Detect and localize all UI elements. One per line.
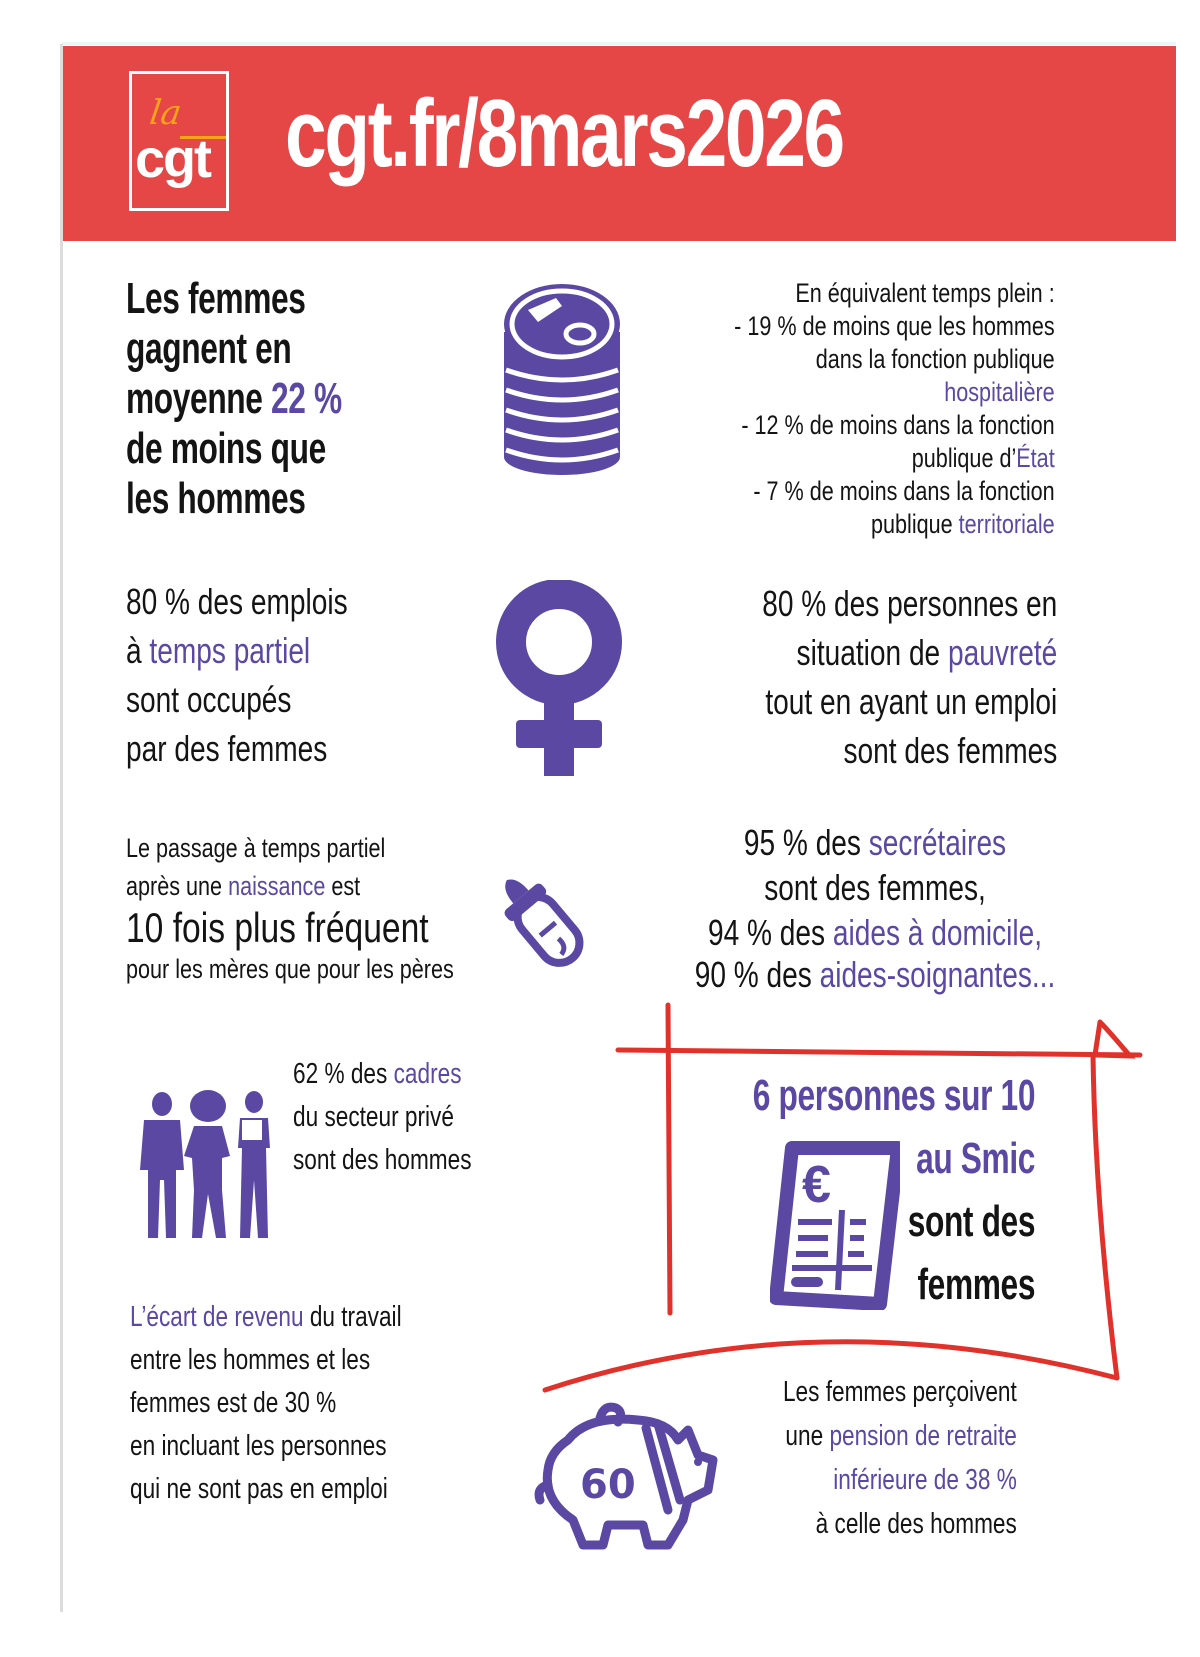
income-gap-line-2: entre les hommes et les	[130, 1344, 371, 1376]
fte-line-1: - 19 % de moins que les hommes	[734, 311, 1055, 341]
birth-highlight: naissance	[228, 871, 326, 901]
part-time-highlight: temps partiel	[149, 630, 311, 671]
occupations-aides-soignantes: aides-soignantes...	[819, 954, 1056, 995]
fte-intro: En équivalent temps plein :	[795, 278, 1055, 308]
poverty-line-3: tout en ayant un emploi	[765, 681, 1057, 722]
fte-line-2: dans la fonction publique	[816, 344, 1055, 374]
venus-female-symbol-icon	[486, 580, 636, 780]
pension-percent: inférieure de 38 %	[833, 1464, 1017, 1496]
fte-line-5: publique d’État	[912, 443, 1055, 473]
pension-line-1: Les femmes perçoivent	[783, 1376, 1017, 1408]
birth-line-2: après une naissance est	[126, 871, 361, 901]
pay-gap-percent: 22 %	[271, 374, 342, 423]
occupations-line-1: 95 % des secrétaires	[743, 822, 1007, 863]
pension-line-2: une pension de retraite	[785, 1420, 1017, 1452]
piggy-label: 60	[580, 1462, 636, 1508]
smic-line-4: femmes	[917, 1260, 1035, 1309]
income-gap-block: L’écart de revenu du travail entre les h…	[130, 1296, 402, 1511]
fte-line-7: publique territoriale	[871, 509, 1055, 539]
poverty-line-2: situation de pauvreté	[796, 632, 1057, 673]
occupations-line-4: 90 % des aides-soignantes...	[694, 954, 1056, 995]
poverty-block: 80 % des personnes en situation de pauvr…	[762, 579, 1057, 775]
income-gap-line-1: L’écart de revenu du travail	[130, 1301, 402, 1333]
baby-bottle-icon	[484, 862, 594, 972]
fte-territoriale: territoriale	[958, 509, 1055, 539]
page-edge-top	[62, 42, 1176, 45]
three-people-icon	[130, 1090, 285, 1240]
fte-etat: État	[1016, 443, 1055, 473]
pension-line-4: à celle des hommes	[815, 1508, 1017, 1540]
header-banner: la cgt cgt.fr/8mars2026	[63, 46, 1176, 241]
occupations-line-2: sont des femmes,	[764, 867, 986, 908]
pay-gap-line-5: les hommes	[126, 474, 306, 523]
executives-line-3: sont des hommes	[293, 1144, 472, 1176]
page-edge-left	[60, 44, 63, 1612]
smic-line-3: sont des	[907, 1197, 1036, 1246]
fte-line-6: - 7 % de moins dans la fonction	[753, 476, 1055, 506]
occupations-block: 95 % des secrétaires sont des femmes, 94…	[692, 820, 1059, 995]
executives-block: 62 % des cadres du secteur privé sont de…	[293, 1053, 472, 1182]
occupations-line-3: 94 % des aides à domicile,	[707, 912, 1043, 953]
executives-line-1: 62 % des cadres	[293, 1058, 462, 1090]
income-gap-line-3: femmes est de 30 %	[130, 1387, 337, 1419]
income-gap-line-4: en incluant les personnes	[130, 1430, 387, 1462]
executives-line-2: du secteur privé	[293, 1101, 454, 1133]
income-gap-highlight: L’écart de revenu	[130, 1301, 304, 1333]
part-time-block: 80 % des emplois à temps partiel sont oc…	[126, 577, 348, 773]
income-gap-line-5: qui ne sont pas en emploi	[130, 1473, 388, 1505]
executives-highlight: cadres	[393, 1058, 462, 1090]
pension-block: Les femmes perçoivent une pension de ret…	[783, 1370, 1017, 1546]
svg-text:€: €	[802, 1156, 831, 1214]
smic-line-1: 6 personnes sur 10	[752, 1071, 1036, 1120]
part-time-line-2: à temps partiel	[126, 630, 311, 671]
pay-gap-line-2: gagnent en	[126, 324, 292, 373]
birth-line-1: Le passage à temps partiel	[126, 833, 386, 863]
poverty-highlight: pauvreté	[947, 632, 1057, 673]
smic-block: 6 personnes sur 10 au Smic sont des femm…	[752, 1064, 1036, 1316]
euro-payslip-icon: €	[770, 1140, 900, 1310]
logo-underline	[180, 136, 226, 139]
coin-stack-icon	[492, 272, 632, 482]
poverty-line-4: sont des femmes	[843, 730, 1057, 771]
fte-line-4: - 12 % de moins dans la fonction	[741, 410, 1055, 440]
smic-line-2: au Smic	[916, 1134, 1035, 1183]
logo-cgt-text: cgt	[135, 129, 212, 189]
part-time-line-1: 80 % des emplois	[126, 581, 348, 622]
birth-line-4: pour les mères que pour les pères	[126, 954, 454, 984]
pay-gap-line-4: de moins que	[126, 424, 326, 473]
pay-gap-line-1: Les femmes	[126, 274, 306, 323]
fte-block: En équivalent temps plein : - 19 % de mo…	[734, 277, 1055, 541]
birth-line-3: 10 fois plus fréquent	[126, 904, 429, 951]
pay-gap-line-3: moyenne 22 %	[126, 374, 342, 423]
part-time-line-3: sont occupés	[126, 679, 292, 720]
cgt-logo: la cgt	[129, 71, 229, 211]
campaign-url[interactable]: cgt.fr/8mars2026	[285, 80, 845, 187]
poverty-line-1: 80 % des personnes en	[761, 583, 1057, 624]
fte-hospitaliere: hospitalière	[944, 377, 1055, 407]
birth-block: Le passage à temps partiel après une nai…	[126, 828, 536, 986]
part-time-line-4: par des femmes	[126, 728, 328, 769]
pension-highlight: pension de retraite	[829, 1420, 1017, 1452]
occupations-aides-domicile: aides à domicile,	[832, 912, 1043, 953]
piggy-bank-60-icon: 60	[528, 1400, 728, 1550]
pay-gap-headline: Les femmes gagnent en moyenne 22 % de mo…	[126, 274, 342, 524]
occupations-secretaires: secrétaires	[868, 822, 1007, 863]
